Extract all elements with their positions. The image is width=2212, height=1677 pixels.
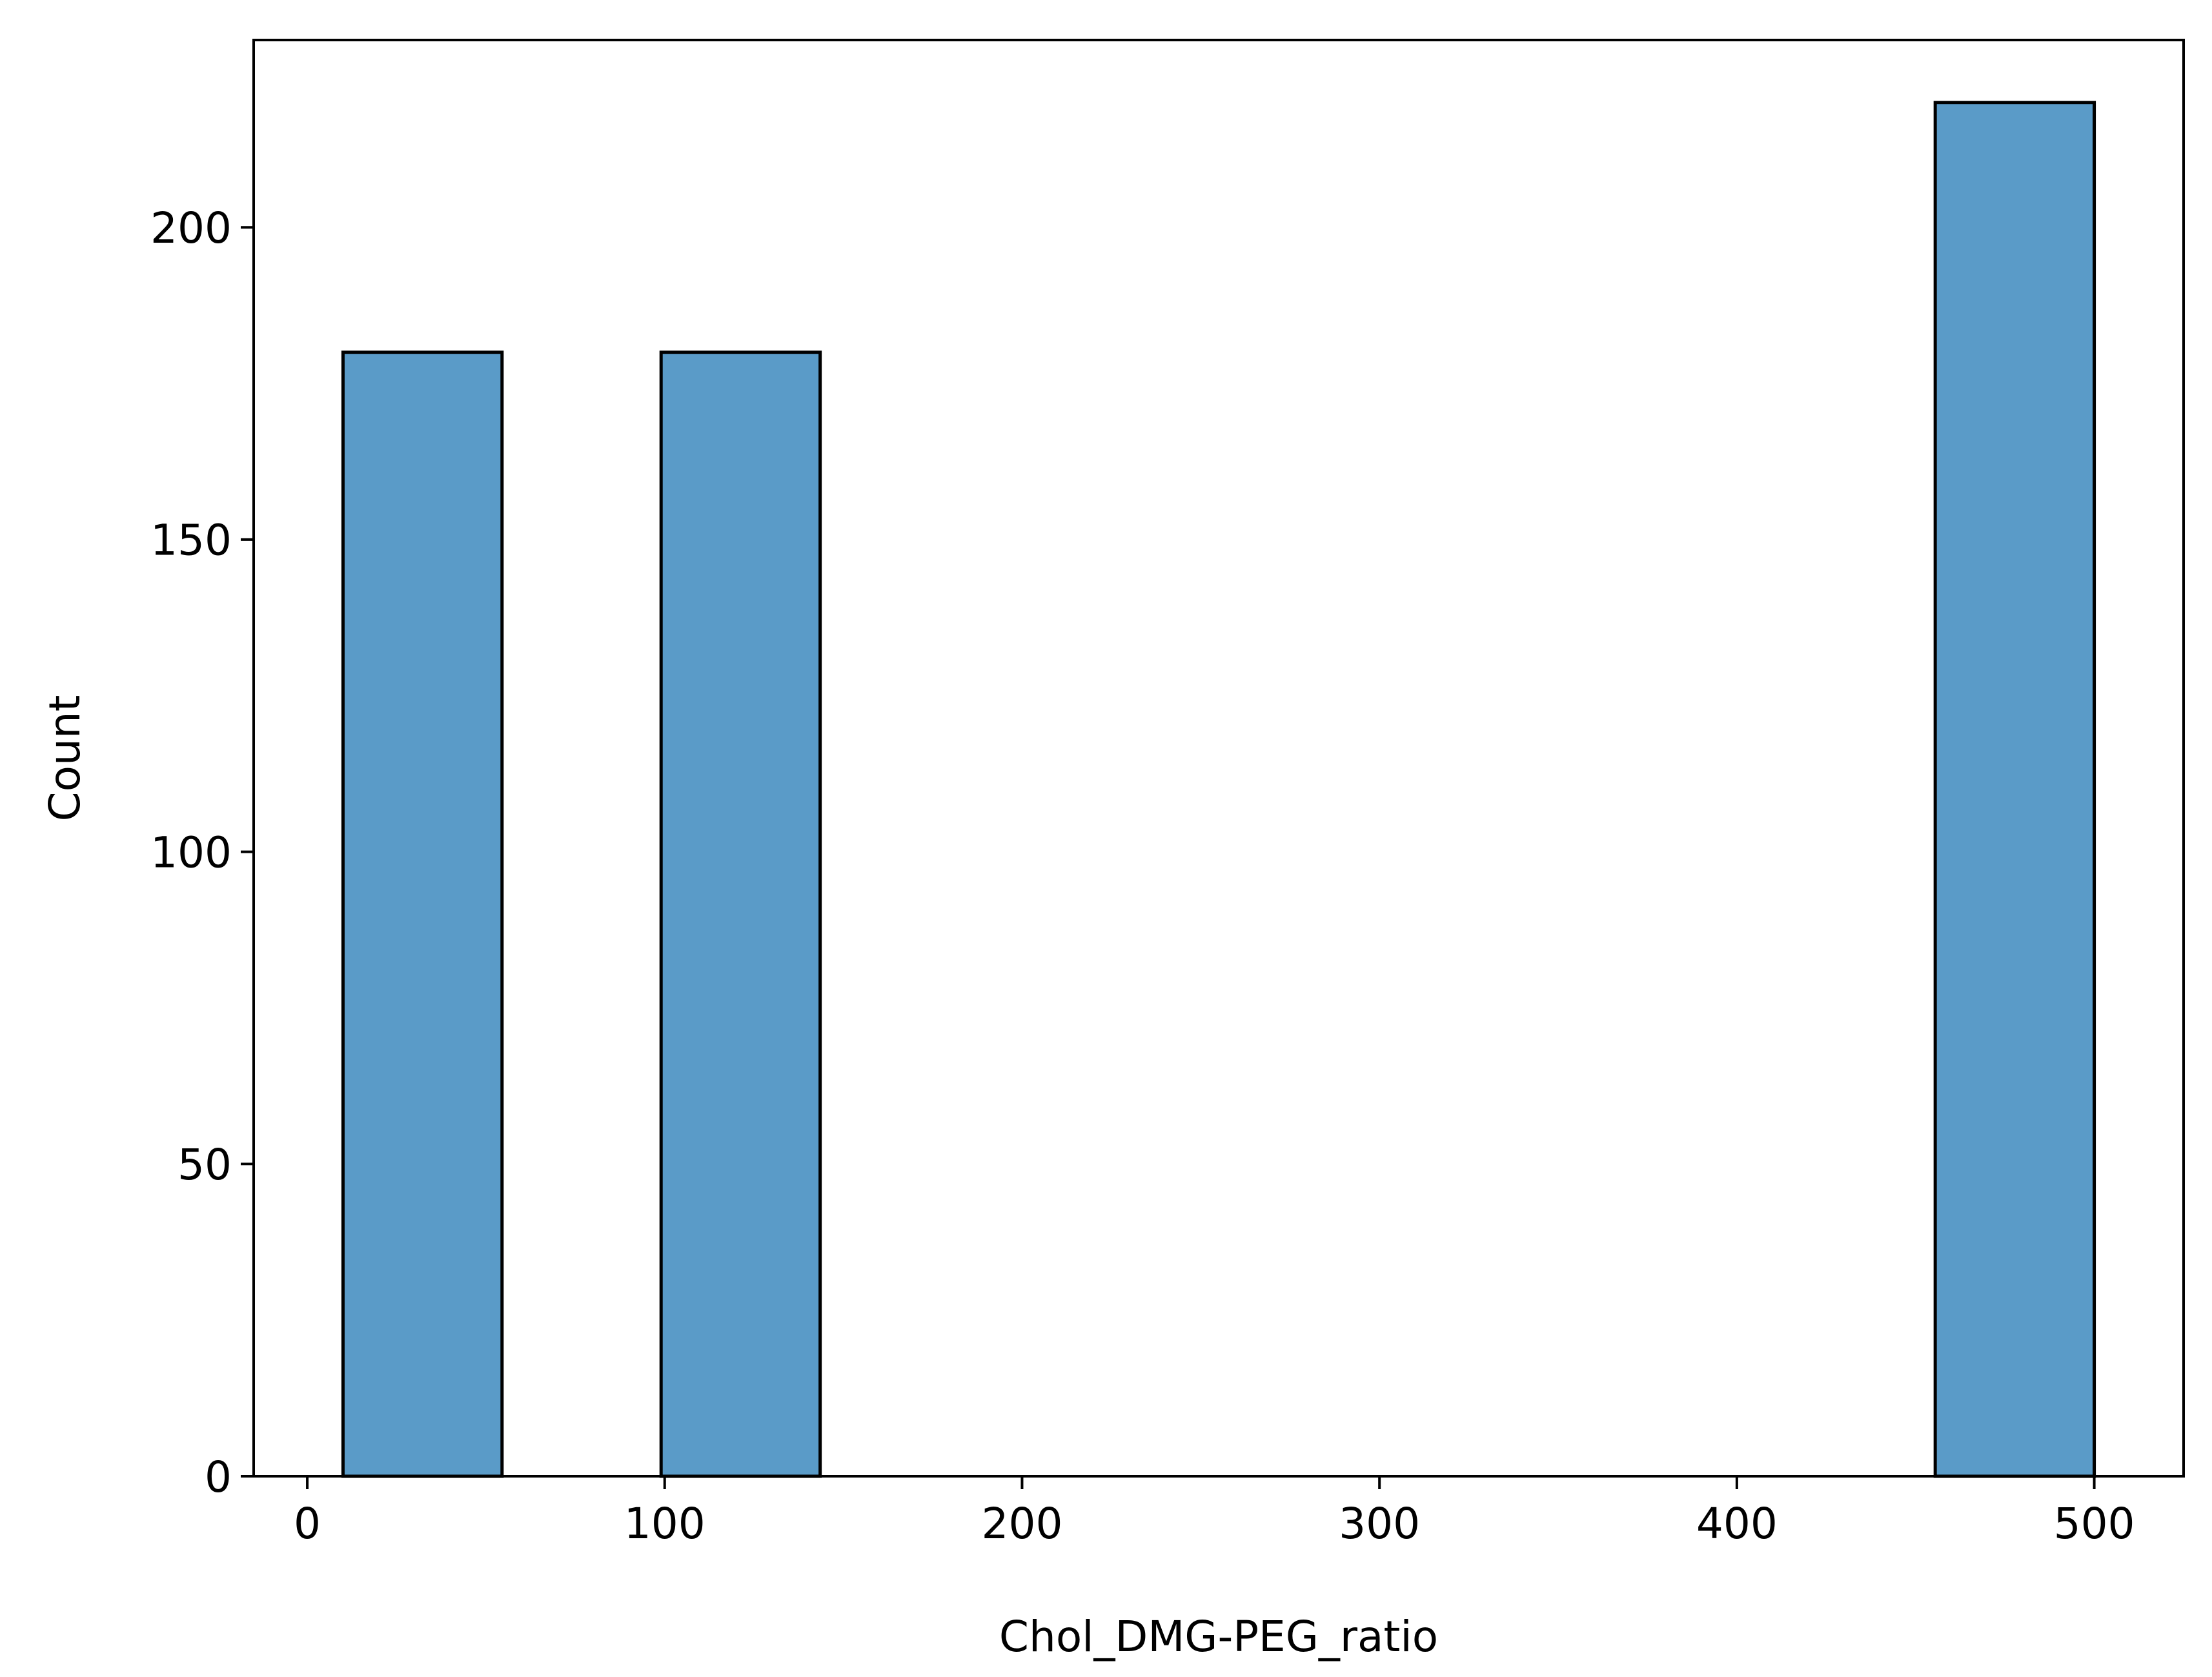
- x-tick-label: 300: [1339, 1499, 1420, 1549]
- x-tick-label: 400: [1696, 1499, 1778, 1549]
- x-tick-label: 500: [2054, 1499, 2135, 1549]
- x-tick-label: 100: [624, 1499, 705, 1549]
- y-tick-label: 150: [150, 516, 232, 565]
- x-tick-label: 0: [294, 1499, 321, 1549]
- y-tick-label: 50: [178, 1140, 232, 1190]
- histogram-bar-2: [659, 351, 822, 1478]
- y-tick-label: 200: [150, 203, 232, 253]
- axes-frame: [252, 39, 2185, 1478]
- histogram-bar-3: [1933, 101, 2096, 1478]
- y-ticks: 0 50 100 150 200: [150, 203, 254, 1502]
- x-tick-label: 200: [981, 1499, 1062, 1549]
- histogram-bar-1: [341, 351, 504, 1478]
- y-tick-label: 0: [205, 1452, 232, 1502]
- x-axis-label: Chol_DMG-PEG_ratio: [999, 1612, 1438, 1662]
- y-axis-label: Count: [40, 695, 90, 821]
- y-tick-label: 100: [150, 828, 232, 877]
- bars-layer: [341, 101, 2096, 1478]
- x-ticks: 0 100 200 300 400 500: [294, 1476, 2135, 1549]
